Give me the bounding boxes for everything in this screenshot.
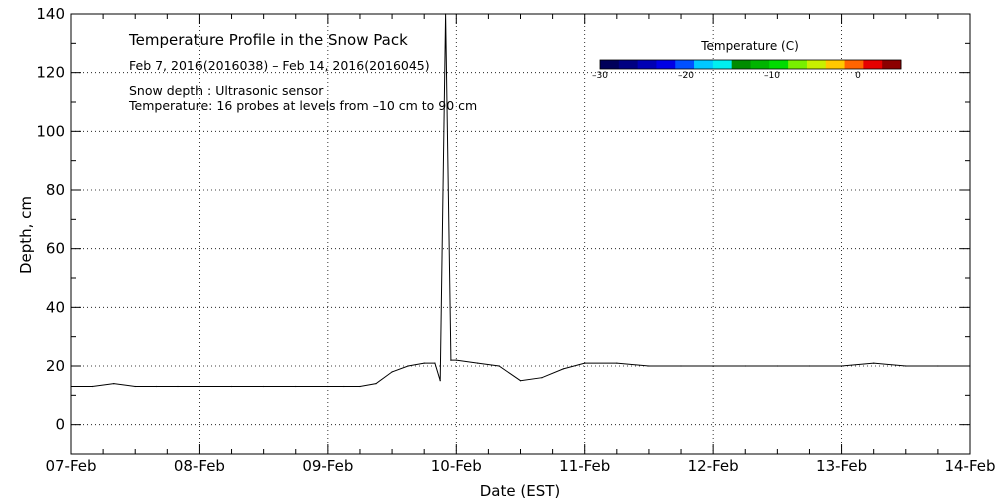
chart-subtitle: Feb 7, 2016(2016038) – Feb 14, 2016(2016… [129, 58, 430, 73]
snow-depth-point [113, 383, 115, 385]
snow-depth-point [391, 371, 393, 373]
grid [71, 14, 970, 454]
snow-depth-point [156, 385, 158, 388]
snow-depth-point [584, 362, 586, 364]
y-tick-label: 40 [46, 298, 65, 316]
x-axis-title: Date (EST) [480, 482, 561, 500]
x-tick-label: 07-Feb [45, 457, 96, 475]
snow-depth-point [91, 385, 93, 388]
snow-depth-point [776, 365, 779, 367]
colorbar-swatch [637, 60, 657, 69]
y-tick-label: 0 [55, 416, 65, 434]
colorbar-frame [599, 59, 902, 70]
y-axis-title: Depth, cm [17, 196, 35, 274]
colorbar-tick-label: 0 [855, 71, 861, 81]
snow-depth-point [744, 365, 746, 367]
snow-depth-point [455, 359, 457, 361]
snow-depth-point [519, 380, 522, 382]
y-tick-label: 60 [46, 240, 65, 258]
tick-marks [70, 13, 971, 455]
snow-depth-point [873, 362, 875, 364]
snow-depth-point [407, 365, 409, 367]
x-tick-label: 11-Feb [559, 457, 610, 475]
x-tick-label: 13-Feb [816, 457, 867, 475]
snow-depth-point [562, 368, 564, 370]
snow-depth-point [648, 365, 650, 367]
snow-depth-point [230, 385, 233, 388]
colorbar-tick-label: –10 [764, 71, 780, 81]
x-tick-label: 09-Feb [302, 457, 353, 475]
colorbar-title: Temperature (C) [700, 39, 799, 53]
snow-depth-point [712, 365, 714, 367]
snow-depth-point [295, 385, 297, 388]
snow-depth-line [71, 13, 970, 387]
series-layer [70, 13, 971, 388]
colorbar-swatch [600, 60, 620, 69]
snow-depth-point [498, 365, 500, 367]
colorbar-swatch [844, 60, 864, 69]
colorbar-swatch [788, 60, 808, 69]
snow-depth-point [423, 362, 425, 364]
snow-depth-point [177, 385, 179, 388]
y-tick-label: 80 [46, 181, 65, 199]
y-tick-label: 140 [36, 5, 65, 23]
snow-depth-point [263, 385, 265, 388]
snow-depth-point [134, 385, 136, 388]
snow-depth-point [680, 365, 682, 367]
snow-depth-point [808, 365, 811, 367]
snow-depth-point [541, 377, 543, 379]
colorbar-tick-label: –20 [678, 71, 694, 81]
x-tick-label: 12-Feb [688, 457, 739, 475]
snow-depth-point [434, 362, 436, 364]
snow-depth-point [905, 365, 907, 367]
colorbar: Temperature (C) –30 –20 –10 0 [592, 39, 902, 81]
y-tick-label: 100 [36, 122, 65, 140]
colorbar-swatch [712, 60, 733, 69]
colorbar-swatch [656, 60, 676, 69]
colorbar-ticks: –30 –20 –10 0 [592, 71, 861, 81]
snow-depth-point [937, 365, 939, 367]
x-tick-label: 08-Feb [174, 457, 225, 475]
colorbar-swatch [806, 60, 827, 69]
snow-depth-point [198, 385, 200, 388]
x-tick-labels: 07-Feb 08-Feb 09-Feb 10-Feb 11-Feb 12-Feb 13-F… [45, 457, 995, 475]
colorbar-swatch [769, 60, 789, 69]
snow-depth-point [327, 385, 329, 388]
snow-depth-point [477, 362, 479, 364]
plot-frame [70, 13, 971, 455]
snow-depth-point [841, 365, 843, 367]
snow-depth-point [439, 380, 441, 382]
snow-depth-point [450, 359, 452, 361]
snow-depth-point [375, 383, 377, 385]
colorbar-swatch [882, 60, 902, 69]
colorbar-tick-label: –30 [592, 71, 608, 81]
colorbar-swatch [675, 60, 695, 69]
colorbar-swatch [618, 60, 639, 69]
x-tick-label: 14-Feb [944, 457, 995, 475]
snow-depth-point [359, 385, 361, 388]
snow-depth-point [343, 385, 345, 388]
x-tick-label: 10-Feb [431, 457, 482, 475]
y-tick-labels: 0 20 40 60 80 100 120 140 [36, 5, 65, 434]
snow-depth-point [616, 362, 618, 364]
colorbar-swatch [750, 60, 770, 69]
y-tick-label: 20 [46, 357, 65, 375]
y-tick-label: 120 [36, 64, 65, 82]
annotation-temperature-probes: Temperature: 16 probes at levels from –1… [128, 98, 477, 113]
colorbar-swatch [825, 60, 845, 69]
colorbar-swatch [731, 60, 751, 69]
colorbar-swatch [863, 60, 883, 69]
annotation-snow-depth: Snow depth : Ultrasonic sensor [129, 83, 324, 98]
colorbar-swatch [694, 60, 714, 69]
chart-title: Temperature Profile in the Snow Pack [128, 31, 408, 49]
colorbar-swatches [600, 60, 902, 69]
